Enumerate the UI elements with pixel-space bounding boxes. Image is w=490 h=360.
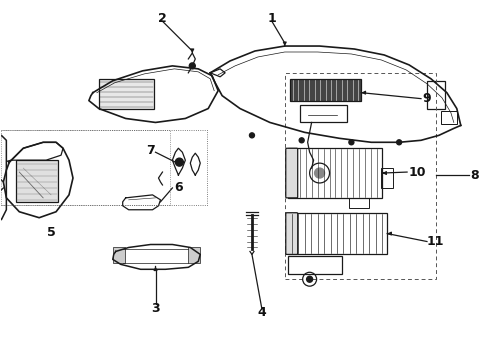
Bar xyxy=(427,81,445,109)
Bar xyxy=(290,79,361,100)
Circle shape xyxy=(396,140,402,145)
Circle shape xyxy=(299,138,304,143)
FancyBboxPatch shape xyxy=(286,213,298,255)
Bar xyxy=(441,111,457,125)
Bar xyxy=(113,247,124,264)
Text: 2: 2 xyxy=(158,12,167,25)
Bar xyxy=(288,256,343,274)
Circle shape xyxy=(315,168,324,178)
Text: 11: 11 xyxy=(426,235,443,248)
Text: 7: 7 xyxy=(146,144,155,157)
Text: 4: 4 xyxy=(258,306,266,319)
Bar xyxy=(300,105,347,122)
FancyBboxPatch shape xyxy=(286,148,298,198)
Bar xyxy=(288,148,382,198)
Circle shape xyxy=(249,133,254,138)
Text: 6: 6 xyxy=(174,181,183,194)
Text: 8: 8 xyxy=(470,168,479,181)
Bar xyxy=(188,247,200,264)
Text: 1: 1 xyxy=(268,12,276,25)
Bar xyxy=(349,198,369,208)
Circle shape xyxy=(175,158,183,166)
Text: 10: 10 xyxy=(408,166,426,179)
Bar xyxy=(0,130,207,205)
Text: 3: 3 xyxy=(151,302,160,315)
Text: 9: 9 xyxy=(423,92,431,105)
Bar xyxy=(99,79,153,109)
Circle shape xyxy=(349,140,354,145)
Circle shape xyxy=(307,276,313,282)
Bar xyxy=(288,213,387,255)
Bar xyxy=(381,168,393,188)
Bar xyxy=(285,73,436,279)
Bar xyxy=(16,160,58,202)
Circle shape xyxy=(189,63,196,69)
Text: 5: 5 xyxy=(47,226,55,239)
